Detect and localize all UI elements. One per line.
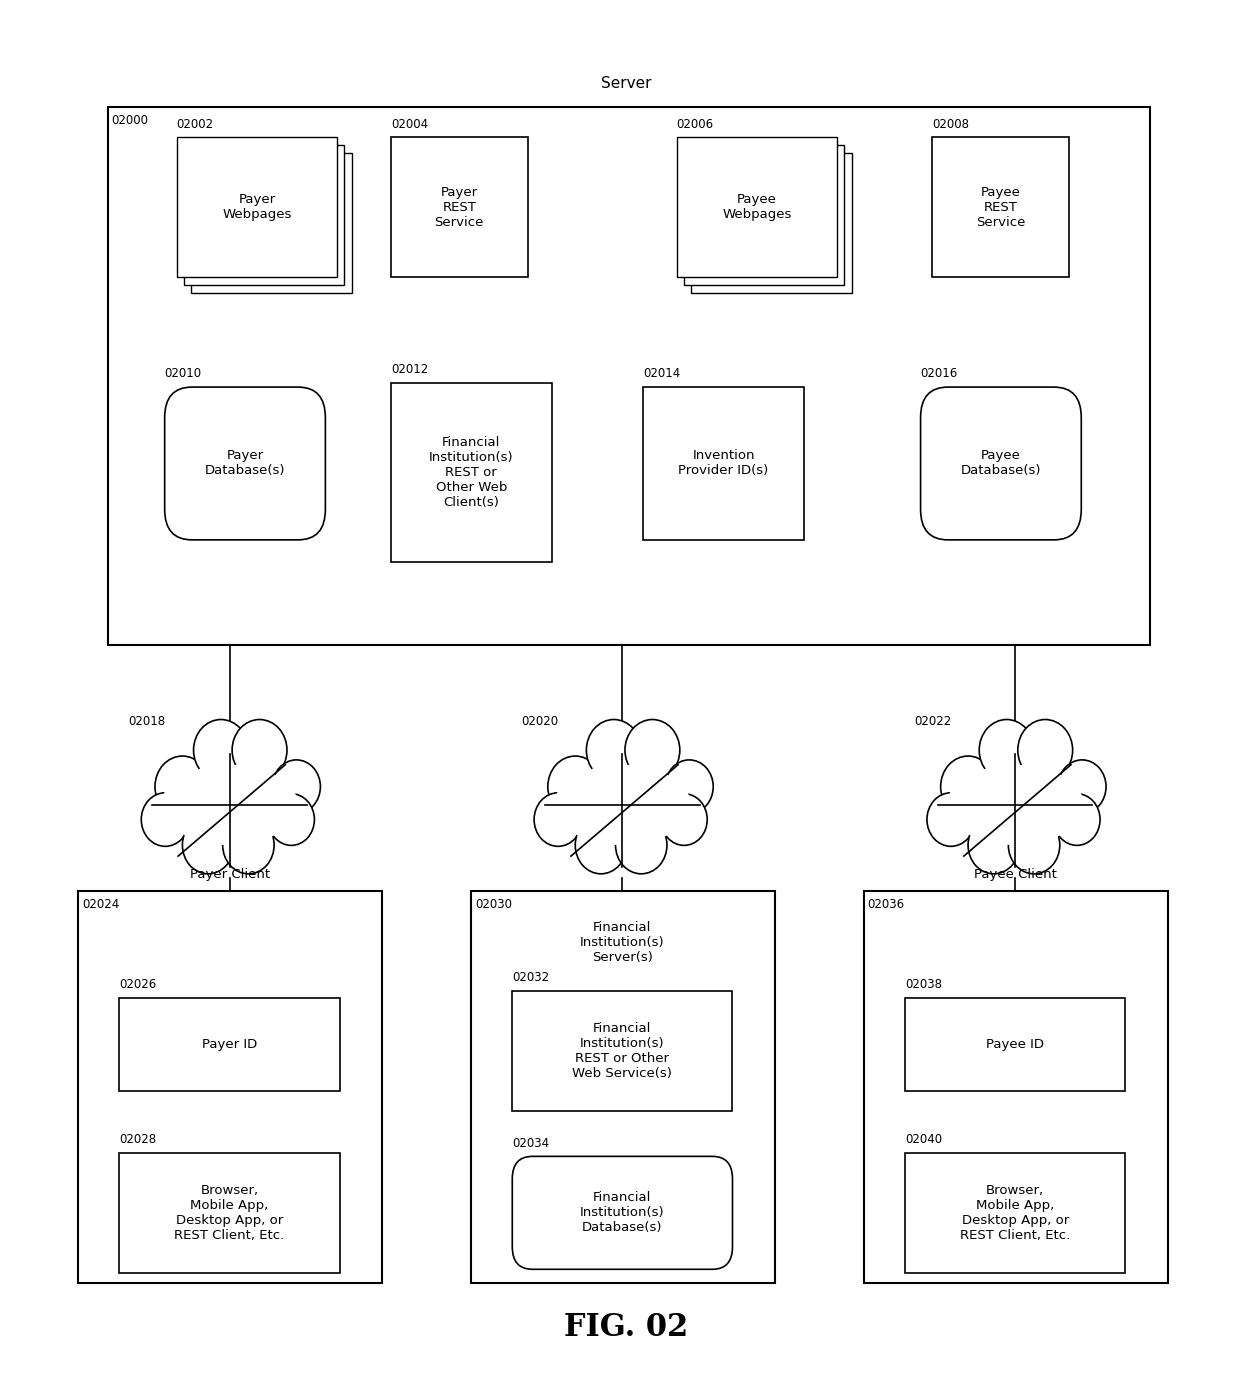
Text: 02022: 02022 [914,716,951,728]
Text: Payer
Database(s): Payer Database(s) [205,450,285,477]
Text: Payee
REST
Service: Payee REST Service [976,185,1025,228]
Text: Financial
Institution(s)
REST or
Other Web
Client(s): Financial Institution(s) REST or Other W… [429,436,513,509]
Bar [191,154,352,293]
Circle shape [193,720,248,781]
Text: Financial
Institution(s)
Database(s): Financial Institution(s) Database(s) [580,1192,665,1235]
Text: Financial
Institution(s)
Server(s): Financial Institution(s) Server(s) [580,920,665,963]
Bar [391,383,552,562]
FancyBboxPatch shape [512,1157,733,1269]
FancyBboxPatch shape [165,388,325,540]
Circle shape [928,793,975,847]
Bar [905,1153,1126,1273]
Text: Financial
Institution(s)
REST or Other
Web Service(s): Financial Institution(s) REST or Other W… [573,1021,672,1080]
Circle shape [1054,793,1100,846]
Bar [691,154,852,293]
Circle shape [1018,720,1073,781]
Ellipse shape [946,765,1084,846]
Text: 02004: 02004 [391,118,428,130]
Bar [78,891,382,1283]
Text: 02026: 02026 [119,978,156,991]
Text: 02024: 02024 [82,898,119,911]
Circle shape [625,720,680,781]
Ellipse shape [161,765,298,846]
Text: 02002: 02002 [176,118,213,130]
Text: Payer ID: Payer ID [202,1038,257,1050]
Circle shape [587,720,641,781]
Text: 02016: 02016 [920,367,957,381]
Text: FIG. 02: FIG. 02 [564,1312,688,1342]
Bar [905,998,1126,1091]
Text: Payee
Database(s): Payee Database(s) [961,450,1042,477]
Circle shape [615,817,667,873]
Circle shape [141,793,190,847]
Text: 02010: 02010 [165,367,202,381]
Text: 02000: 02000 [112,113,149,127]
Circle shape [661,793,707,846]
Text: Payee
Webpages: Payee Webpages [722,192,791,221]
Circle shape [223,817,274,873]
Text: Payer Client: Payer Client [190,868,270,880]
Circle shape [1058,760,1106,814]
Text: Payee ID: Payee ID [986,1038,1044,1050]
Circle shape [182,817,234,873]
Text: Invention
Provider ID(s): Invention Provider ID(s) [678,450,769,477]
Text: Server: Server [600,76,651,91]
Text: 02008: 02008 [932,118,970,130]
Ellipse shape [554,765,691,846]
Text: Payer
REST
Service: Payer REST Service [434,185,484,228]
Text: 02038: 02038 [905,978,942,991]
Text: 02020: 02020 [521,716,558,728]
Circle shape [155,756,210,818]
Circle shape [268,793,315,846]
Circle shape [534,793,582,847]
Circle shape [548,756,603,818]
Text: Payee Client: Payee Client [975,868,1058,880]
Text: Browser,
Mobile App,
Desktop App, or
REST Client, Etc.: Browser, Mobile App, Desktop App, or RES… [175,1183,285,1241]
Bar [108,108,1149,645]
Text: 02036: 02036 [868,898,905,911]
Bar [677,137,837,277]
Text: 02032: 02032 [512,972,549,984]
Circle shape [232,720,286,781]
Bar [176,137,337,277]
Text: 02006: 02006 [677,118,714,130]
Bar [512,991,733,1110]
Bar [644,388,804,540]
Circle shape [941,756,996,818]
Circle shape [665,760,713,814]
Text: Payer
Webpages: Payer Webpages [222,192,291,221]
Circle shape [980,720,1034,781]
Circle shape [1008,817,1060,873]
Text: 02012: 02012 [391,364,428,376]
Text: 02014: 02014 [644,367,681,381]
Bar [932,137,1069,277]
Text: 02028: 02028 [119,1133,156,1146]
Circle shape [273,760,320,814]
Text: 02018: 02018 [129,716,165,728]
Bar [683,145,844,285]
Bar [391,137,528,277]
FancyBboxPatch shape [920,388,1081,540]
Circle shape [968,817,1019,873]
Text: Browser,
Mobile App,
Desktop App, or
REST Client, Etc.: Browser, Mobile App, Desktop App, or RES… [960,1183,1070,1241]
Bar [119,998,340,1091]
Text: 02030: 02030 [475,898,512,911]
Bar [864,891,1168,1283]
Bar [471,891,775,1283]
Text: 02034: 02034 [512,1136,549,1150]
Circle shape [575,817,626,873]
Bar [184,145,345,285]
Text: 02040: 02040 [905,1133,942,1146]
Bar [119,1153,340,1273]
